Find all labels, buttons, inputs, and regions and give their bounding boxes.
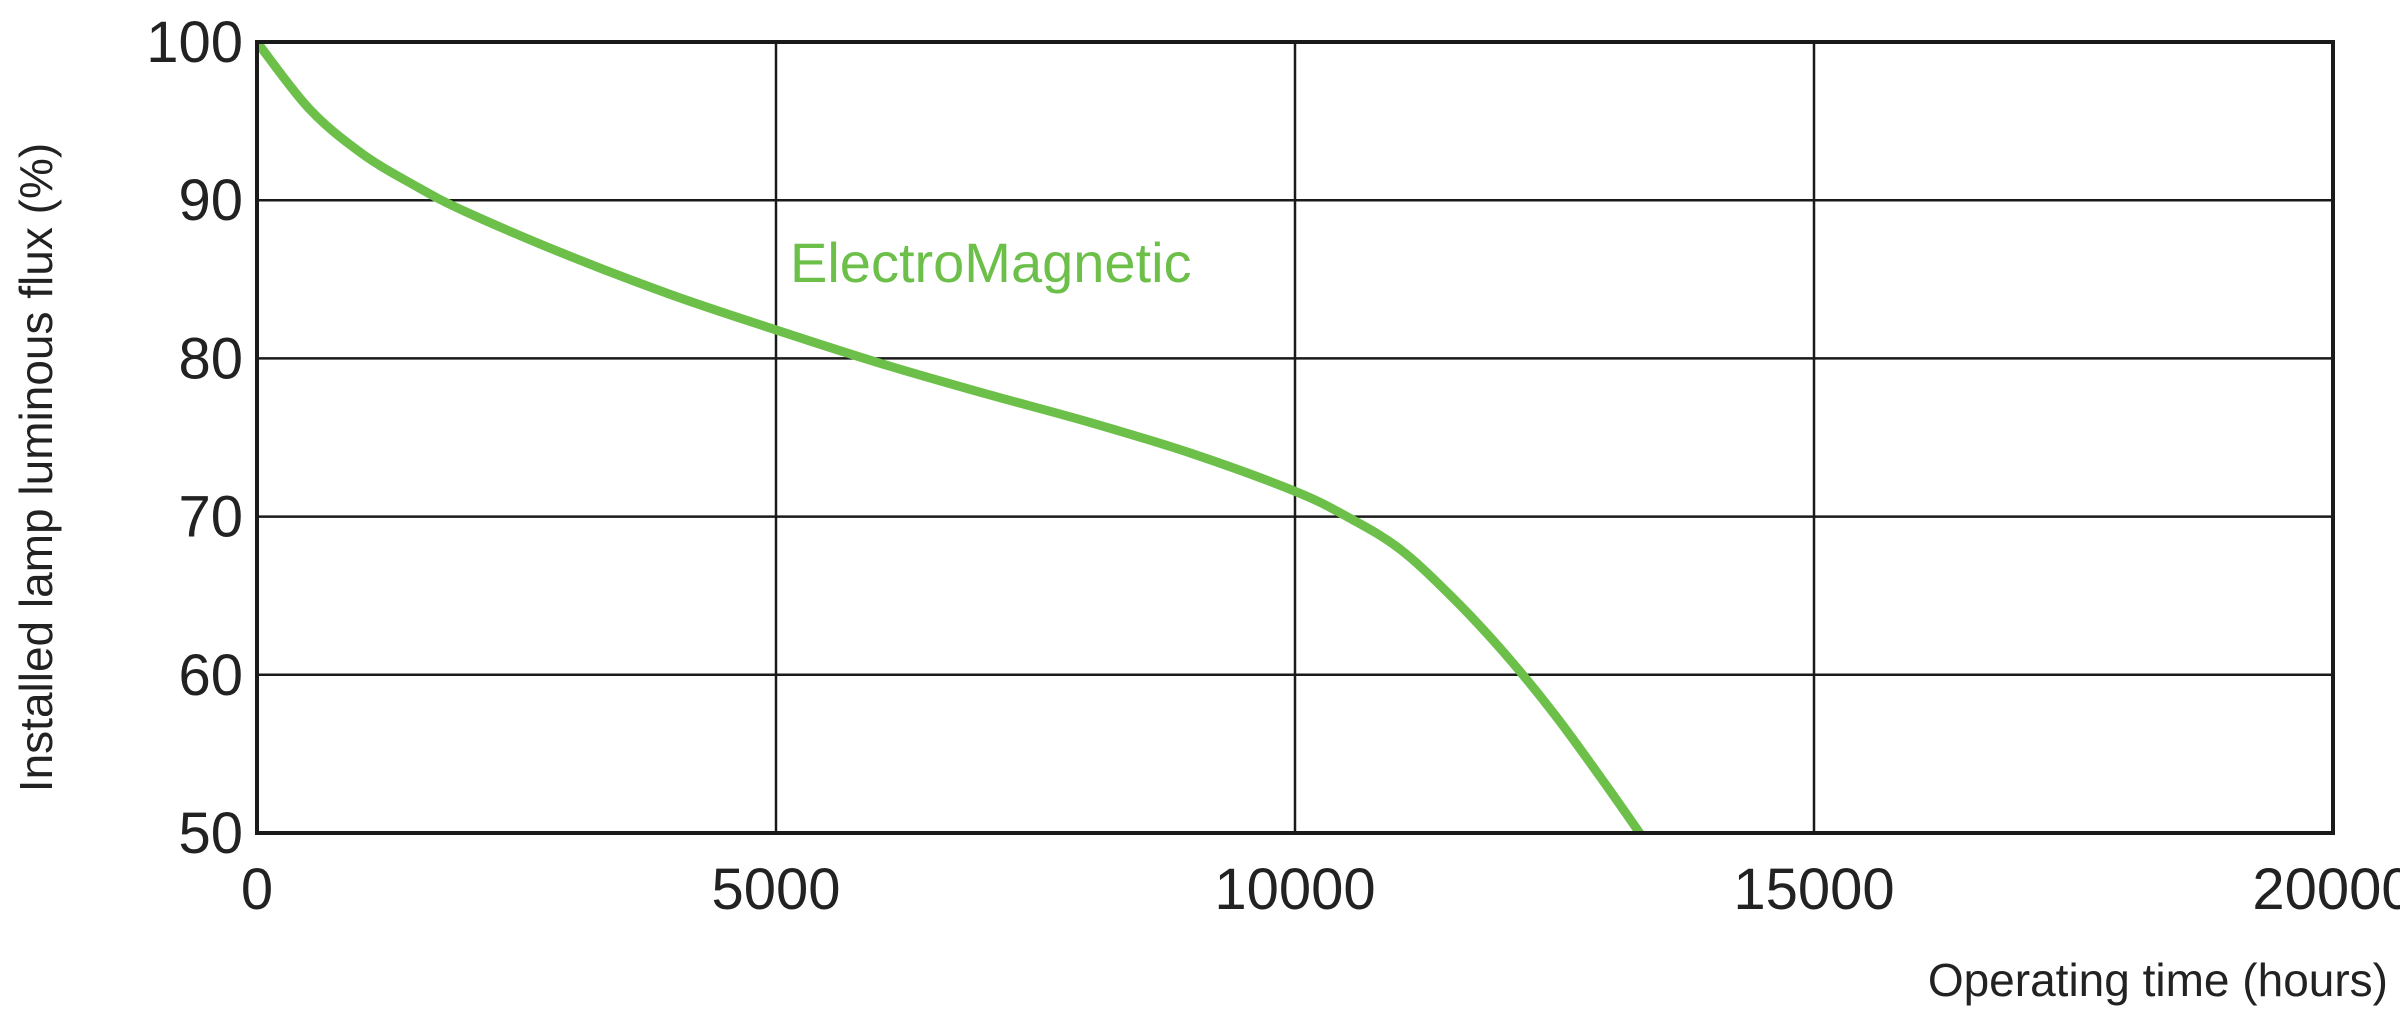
x-tick-label: 10000 [1214, 857, 1375, 922]
x-tick-label: 0 [241, 857, 273, 922]
y-axis-label: Installed lamp luminous flux (%) [10, 143, 62, 792]
series-label-background [784, 227, 1198, 298]
y-tick-label: 60 [178, 643, 243, 708]
x-tick-label: 15000 [1733, 857, 1894, 922]
x-tick-label: 5000 [711, 857, 840, 922]
y-tick-label: 80 [178, 326, 243, 391]
series-layer [257, 42, 1646, 833]
x-axis-label: Operating time (hours) [1928, 954, 2388, 1006]
tick-layer: 50 60 70 80 90 100 0 5000 10000 15000 20000 [146, 10, 2400, 922]
x-tick-label: 20000 [2252, 857, 2400, 922]
series-label-electromagnetic: ElectroMagnetic [790, 231, 1192, 294]
y-tick-label: 90 [178, 168, 243, 233]
y-tick-label: 100 [146, 10, 243, 75]
series-line-electromagnetic [257, 42, 1646, 833]
plot-frame [255, 40, 2335, 835]
y-tick-label: 50 [178, 801, 243, 866]
grid-layer [257, 42, 2333, 833]
y-tick-label: 70 [178, 485, 243, 550]
